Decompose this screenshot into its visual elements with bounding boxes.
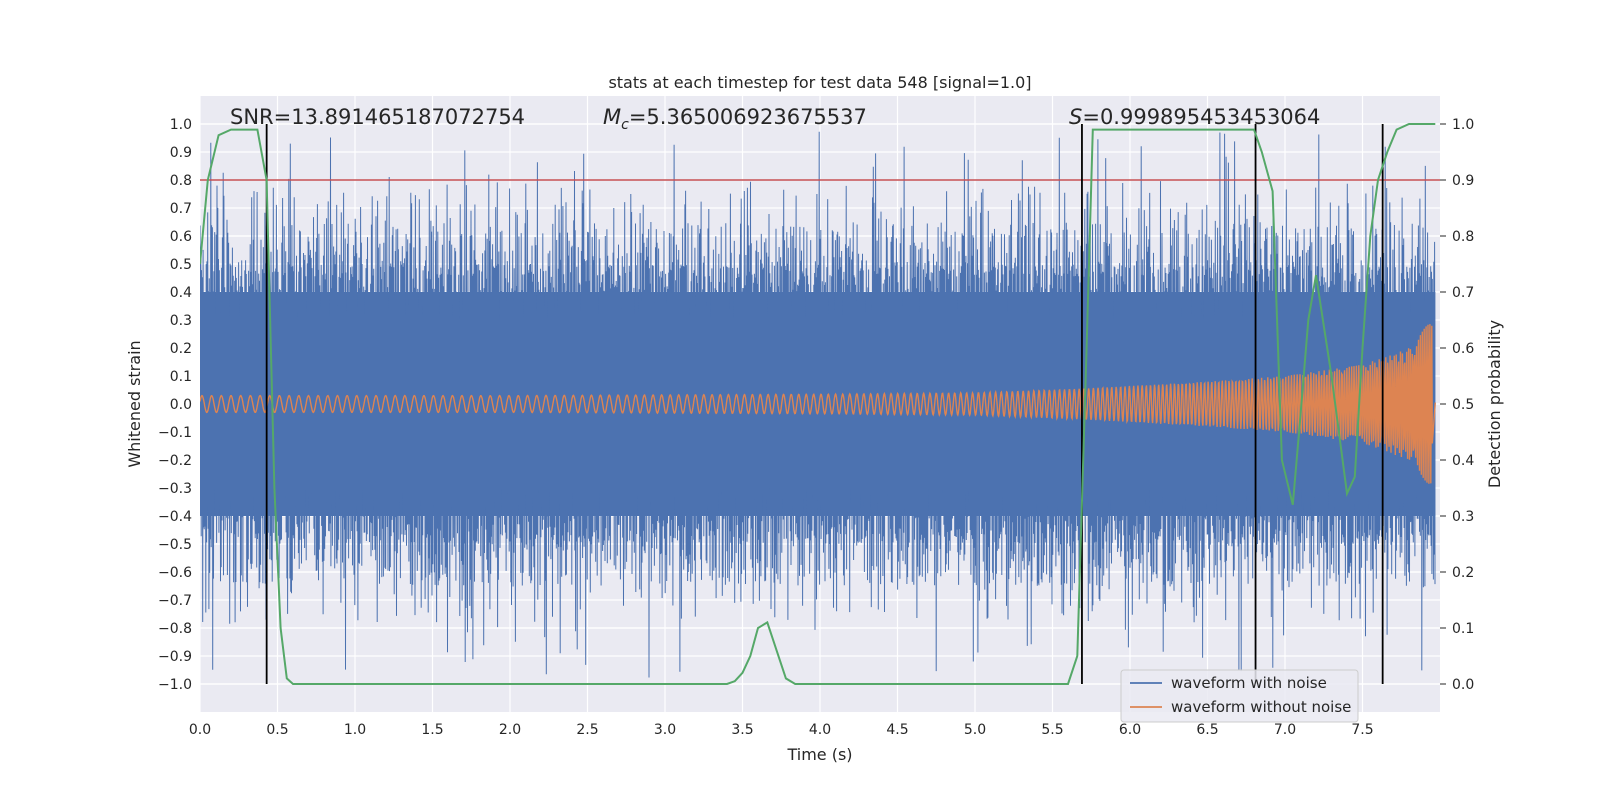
left-tick-label: 0.5 (170, 257, 192, 273)
left-tick-label: −0.1 (158, 425, 192, 441)
right-tick-label: 0.5 (1452, 397, 1474, 413)
right-tick-label: 0.9 (1452, 173, 1474, 189)
data-layer (200, 123, 1440, 685)
series-waveform-with-noise (200, 131, 1436, 678)
x-tick-label: 4.5 (886, 722, 908, 738)
left-tick-label: 0.0 (170, 397, 192, 413)
x-tick-label: 7.0 (1274, 722, 1296, 738)
left-tick-label: 0.7 (170, 201, 192, 217)
score-annotation: S=0.999895453453064 (1069, 105, 1320, 129)
x-tick-label: 6.0 (1119, 722, 1141, 738)
left-tick-label: 1.0 (170, 117, 192, 133)
left-tick-label: 0.3 (170, 313, 192, 329)
x-tick-label: 1.0 (344, 722, 366, 738)
chart-title: stats at each timestep for test data 548… (608, 73, 1031, 92)
left-tick-label: −1.0 (158, 677, 192, 693)
right-tick-label: 0.6 (1452, 341, 1474, 357)
chirp-mass-subscript: c (621, 117, 629, 133)
left-tick-label: −0.2 (158, 453, 192, 469)
x-tick-label: 2.5 (576, 722, 598, 738)
right-tick-label: 0.1 (1452, 621, 1474, 637)
chirp-mass-symbol: M (603, 105, 621, 129)
x-tick-label: 4.0 (809, 722, 831, 738)
x-tick-label: 3.0 (654, 722, 676, 738)
left-tick-label: −0.8 (158, 621, 192, 637)
x-axis-label: Time (s) (786, 745, 852, 764)
series-waveform-without-noise (200, 324, 1436, 484)
left-tick-label: −0.6 (158, 565, 192, 581)
left-tick-label: 0.6 (170, 229, 192, 245)
legend-label-clean: waveform without noise (1171, 698, 1351, 716)
x-tick-label: 6.5 (1196, 722, 1218, 738)
score-value: =0.999895453453064 (1082, 105, 1320, 129)
legend-box (1120, 669, 1359, 723)
right-tick-labels: 1.0 0.9 0.8 0.7 0.6 0.5 0.4 0.3 0.2 0.1 0.0 (1440, 117, 1474, 693)
x-tick-label: 0.5 (266, 722, 288, 738)
left-tick-labels: 1.0 0.9 0.8 0.7 0.6 0.5 0.4 0.3 0.2 0.1 0.0 −0.1 −0.… (158, 117, 192, 693)
chirp-mass-value: =5.365006923675537 (629, 105, 867, 129)
x-tick-label: 3.5 (731, 722, 753, 738)
left-tick-label: −0.3 (158, 481, 192, 497)
left-axis-label: Whitened strain (125, 340, 144, 467)
x-tick-label: 5.0 (964, 722, 986, 738)
x-tick-label: 0.0 (189, 722, 211, 738)
right-tick-label: 1.0 (1452, 117, 1474, 133)
x-tick-label: 5.5 (1041, 722, 1063, 738)
right-tick-label: 0.2 (1452, 565, 1474, 581)
left-tick-label: 0.8 (170, 173, 192, 189)
x-tick-label: 2.0 (499, 722, 521, 738)
left-tick-label: 0.1 (170, 369, 192, 385)
right-tick-label: 0.0 (1452, 677, 1474, 693)
score-symbol: S (1069, 105, 1082, 129)
right-tick-label: 0.7 (1452, 285, 1474, 301)
legend-label-noise: waveform with noise (1171, 674, 1327, 692)
left-tick-label: −0.7 (158, 593, 192, 609)
left-tick-label: −0.9 (158, 649, 192, 665)
right-axis-label: Detection probability (1485, 320, 1504, 488)
left-tick-label: 0.2 (170, 341, 192, 357)
legend: waveform with noise waveform without noi… (1120, 669, 1359, 723)
snr-annotation: SNR=13.891465187072754 (230, 105, 525, 129)
right-tick-label: 0.4 (1452, 453, 1474, 469)
right-tick-label: 0.8 (1452, 229, 1474, 245)
left-tick-label: 0.9 (170, 145, 192, 161)
x-tick-label: 1.5 (421, 722, 443, 738)
left-tick-label: −0.5 (158, 537, 192, 553)
x-tick-label: 7.5 (1351, 722, 1373, 738)
left-tick-label: −0.4 (158, 509, 192, 525)
chirp-mass-annotation: Mc=5.365006923675537 (603, 105, 867, 133)
series-detection-probability (200, 123, 1436, 685)
left-tick-label: 0.4 (170, 285, 192, 301)
x-tick-labels: 0.0 0.5 1.0 1.5 2.0 2.5 3.0 3.5 4.0 4.5 5.0 5.5 6.0 6… (189, 722, 1374, 738)
right-tick-label: 0.3 (1452, 509, 1474, 525)
